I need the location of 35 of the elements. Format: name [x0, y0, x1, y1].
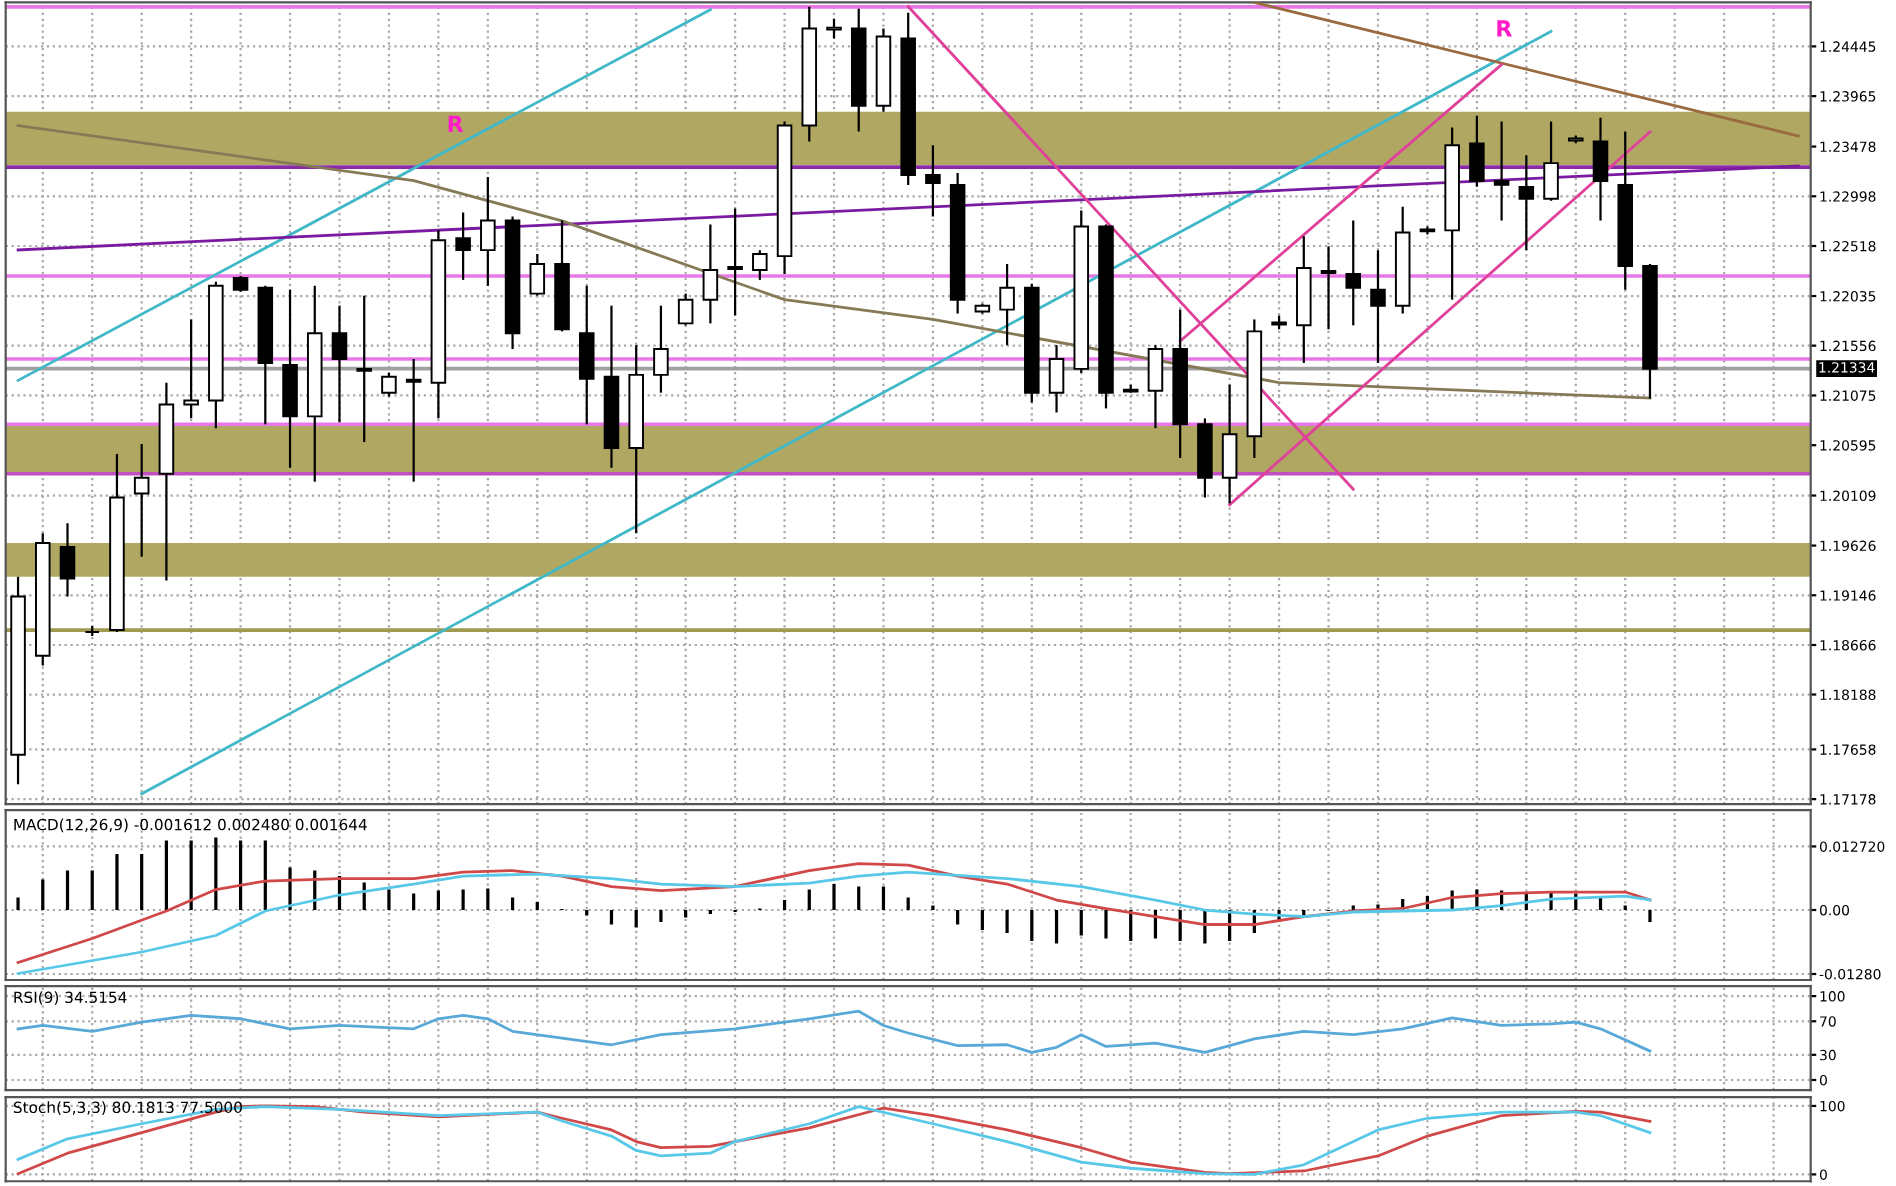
candlestick	[183, 318, 199, 420]
candlestick	[702, 223, 719, 325]
candlestick	[1469, 114, 1485, 188]
candlestick	[529, 252, 546, 297]
candlestick	[331, 304, 348, 424]
candlestick	[405, 357, 422, 483]
candlestick	[381, 371, 397, 398]
candlestick	[653, 304, 669, 394]
candlestick	[455, 211, 471, 281]
candlestick	[999, 262, 1015, 347]
candlestick	[356, 294, 372, 444]
candlestick	[1345, 219, 1362, 327]
candlestick	[677, 292, 694, 327]
candlestick	[133, 442, 150, 558]
candlestick	[59, 522, 76, 598]
candlestick	[826, 17, 842, 40]
candlestick	[1493, 120, 1510, 222]
annotation: R	[1497, 20, 1512, 37]
candlestick	[1370, 249, 1386, 365]
line-series	[16, 862, 1652, 964]
candlestick	[925, 144, 941, 218]
candlestick	[1048, 344, 1065, 414]
candlestick	[1320, 245, 1337, 331]
line-series	[16, 1009, 1652, 1054]
candlestick	[752, 249, 768, 281]
candlestick	[480, 175, 496, 287]
candlestick	[1543, 120, 1559, 202]
candlestick	[1147, 344, 1164, 430]
line-series	[16, 870, 1652, 975]
candlestick	[1592, 116, 1609, 222]
candlestick	[727, 207, 743, 317]
annotation: R	[448, 115, 464, 132]
candlestick	[578, 284, 595, 426]
candlestick	[1221, 383, 1238, 505]
candlestick	[1518, 154, 1535, 252]
